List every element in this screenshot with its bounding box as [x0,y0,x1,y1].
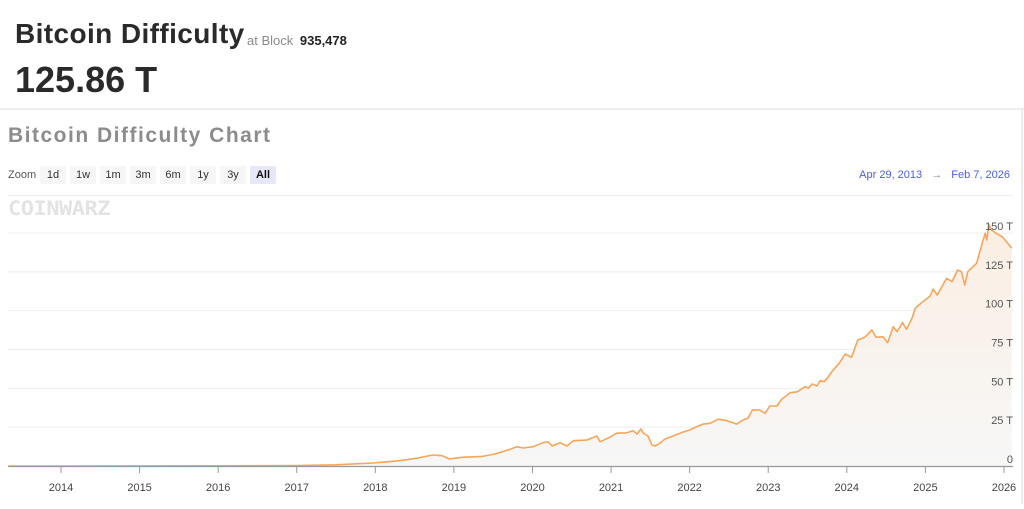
y-tick-label: 25 T [991,415,1013,427]
zoom-3m-button[interactable]: 3m [130,166,156,184]
zoom-label: Zoom [8,169,37,181]
page-title: Bitcoin Difficulty [15,18,245,49]
zoom-1m-button[interactable]: 1m [100,166,126,184]
zoom-1d-button[interactable]: 1d [40,166,66,184]
x-tick-label: 2022 [677,482,701,494]
y-tick-label: 0 [1007,454,1013,466]
x-tick-label: 2026 [992,482,1016,494]
x-axis: 2014 2015 2016 2017 2018 2019 2020 2021 2022 2023… [8,465,1016,494]
header-divider [0,108,1024,110]
y-tick-label: 75 T [991,338,1013,350]
x-tick-label: 2016 [206,482,230,494]
zoom-selector: Zoom 1d 1w 1m 3m 6m 1y 3y All [8,166,280,184]
chart-top-border [8,195,1013,196]
x-tick-label: 2020 [520,482,544,494]
arrow-right-icon: → [931,169,943,181]
y-tick-label: 125 T [985,260,1013,272]
range-start-date[interactable]: Apr 29, 2013 [859,169,923,181]
x-tick-label: 2018 [363,482,387,494]
block-number: 935,478 [299,33,347,48]
x-tick-label: 2021 [599,482,623,494]
zoom-6m-button[interactable]: 6m [160,166,186,184]
y-axis-labels: 0 25 T 50 T 75 T 100 T 125 T 150 T [985,221,1013,466]
y-tick-label: 150 T [985,221,1013,233]
block-info: at Block 935,478 [247,33,347,48]
difficulty-line[interactable] [8,224,1013,467]
x-tick-label: 2014 [49,482,73,494]
y-tick-label: 100 T [985,299,1013,311]
x-tick-label: 2019 [442,482,466,494]
zoom-1w-button[interactable]: 1w [70,166,96,184]
difficulty-chart[interactable]: 2014 2015 2016 2017 2018 2019 2020 2021 2022 2023… [0,195,1024,504]
at-block-label: at Block [247,33,294,48]
zoom-1y-button[interactable]: 1y [190,166,216,184]
date-range: Apr 29, 2013 → Feb 7, 2026 [859,169,1010,181]
chart-canvas[interactable]: 2014 2015 2016 2017 2018 2019 2020 2021 2022 2023… [0,195,1024,504]
y-tick-label: 50 T [991,376,1013,388]
zoom-all-button[interactable]: All [250,166,276,184]
coinwarz-logo: COINWARZ [8,198,110,221]
right-border [1021,110,1023,504]
chart-title: Bitcoin Difficulty Chart [8,124,272,147]
x-tick-label: 2015 [127,482,151,494]
difficulty-area [8,224,1012,466]
zoom-3y-button[interactable]: 3y [220,166,246,184]
x-tick-label: 2025 [913,482,937,494]
x-tick-label: 2023 [756,482,780,494]
x-tick-label: 2017 [284,482,308,494]
range-end-date[interactable]: Feb 7, 2026 [951,169,1010,181]
current-difficulty-value: 125.86 T [15,59,158,100]
x-tick-label: 2024 [835,482,859,494]
